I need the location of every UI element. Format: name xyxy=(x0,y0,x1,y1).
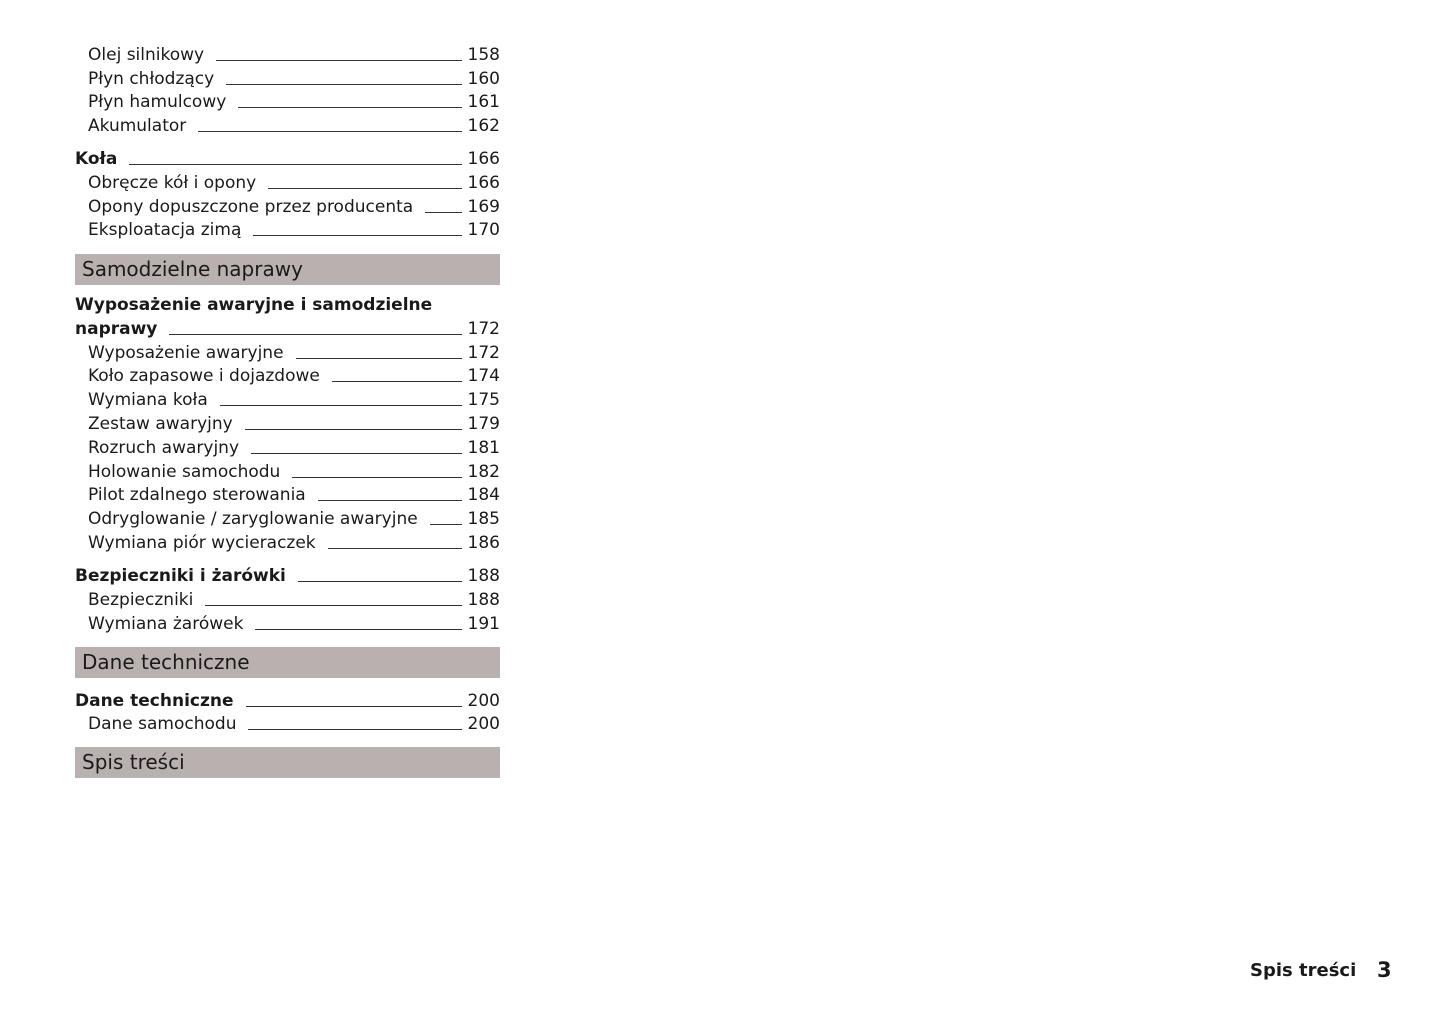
toc-entry: Pilot zdalnego sterowania 184 xyxy=(88,481,500,505)
section-header: Dane techniczne xyxy=(75,647,500,678)
leader-line xyxy=(331,381,462,382)
toc-chapter: Dane techniczne 200 xyxy=(75,687,500,711)
leader-line xyxy=(248,729,462,730)
leader-line xyxy=(268,188,462,189)
toc-entry-page: 182 xyxy=(467,462,500,482)
toc-entry-page: 181 xyxy=(467,438,500,458)
toc-entry-title: naprawy xyxy=(75,319,158,339)
toc-entry-title: Zestaw awaryjny xyxy=(88,414,233,434)
leader-line xyxy=(216,60,462,61)
toc-entry-title: Koło zapasowe i dojazdowe xyxy=(88,366,320,386)
toc-entry: Akumulator 162 xyxy=(88,112,500,136)
toc-entry-title: Akumulator xyxy=(88,116,187,136)
toc-entry-page: 170 xyxy=(467,220,500,240)
toc-entry-title: Odryglowanie / zaryglowanie awaryjne xyxy=(88,509,418,529)
toc-entry-page: 184 xyxy=(467,485,500,505)
leader-line xyxy=(429,524,462,525)
toc-entry-title: Koła xyxy=(75,149,118,169)
page-number: 3 xyxy=(1377,958,1392,982)
leader-line xyxy=(327,548,462,549)
toc-entry-title: Wymiana koła xyxy=(88,390,208,410)
toc-entry-page: 160 xyxy=(467,69,500,89)
toc-entry: Olej silnikowy 158 xyxy=(88,41,500,65)
toc-chapter: Koła 166 xyxy=(75,145,500,169)
toc-entry-page: 188 xyxy=(467,590,500,610)
toc-entry-page: 200 xyxy=(467,714,500,734)
toc-entry-title: Wymiana żarówek xyxy=(88,614,244,634)
toc-entry: Opony dopuszczone przez producenta 169 xyxy=(88,193,500,217)
toc-entry: Obręcze kół i opony 166 xyxy=(88,169,500,193)
toc-entry-title: Eksploatacja zimą xyxy=(88,220,242,240)
toc-chapter: naprawy 172 xyxy=(75,315,500,339)
toc-entry-title: Opony dopuszczone przez producenta xyxy=(88,197,414,217)
toc-entry: Płyn chłodzący 160 xyxy=(88,65,500,89)
toc-entry-title: Bezpieczniki xyxy=(88,590,194,610)
toc-entry: Wyposażenie awaryjne 172 xyxy=(88,339,500,363)
leader-line xyxy=(317,500,462,501)
toc-entry-title: Dane techniczne xyxy=(75,691,234,711)
toc-entry-page: 175 xyxy=(467,390,500,410)
section-header: Samodzielne naprawy xyxy=(75,254,500,285)
toc-entry-title: Bezpieczniki i żarówki xyxy=(75,566,286,586)
toc-entry-title: Wymiana piór wycieraczek xyxy=(88,533,316,553)
toc-entry-page: 172 xyxy=(467,319,500,339)
leader-line xyxy=(244,429,462,430)
toc-entry-page: 166 xyxy=(467,149,500,169)
leader-line xyxy=(251,453,462,454)
toc-entry-page: 166 xyxy=(467,173,500,193)
toc-entry-title: Olej silnikowy xyxy=(88,45,205,65)
leader-line xyxy=(425,212,462,213)
leader-line xyxy=(297,581,462,582)
leader-line xyxy=(255,629,462,630)
toc-entry-title: Płyn hamulcowy xyxy=(88,92,227,112)
leader-line xyxy=(198,131,462,132)
toc-entry: Rozruch awaryjny 181 xyxy=(88,434,500,458)
toc-entry-page: 158 xyxy=(467,45,500,65)
toc-entry-page: 185 xyxy=(467,509,500,529)
toc-entry-page: 179 xyxy=(467,414,500,434)
toc-entry: Wymiana koła 175 xyxy=(88,386,500,410)
toc-entry-page: 174 xyxy=(467,366,500,386)
toc-entry-page: 188 xyxy=(467,566,500,586)
leader-line xyxy=(219,405,462,406)
leader-line xyxy=(253,235,462,236)
toc-entry-title: Dane samochodu xyxy=(88,714,237,734)
toc-entry: Koło zapasowe i dojazdowe 174 xyxy=(88,362,500,386)
toc-entry: Dane samochodu 200 xyxy=(88,710,500,734)
leader-line xyxy=(129,164,462,165)
leader-line xyxy=(226,84,462,85)
toc-entry: Holowanie samochodu 182 xyxy=(88,458,500,482)
toc-entry-page: 191 xyxy=(467,614,500,634)
section-header: Spis treści xyxy=(75,747,500,778)
toc-entry: Odryglowanie / zaryglowanie awaryjne 185 xyxy=(88,505,500,529)
toc-entry-title: Wyposażenie awaryjne xyxy=(88,343,284,363)
toc-chapter-title-line1: Wyposażenie awaryjne i samodzielne xyxy=(75,295,433,315)
toc-entry: Wymiana żarówek 191 xyxy=(88,610,500,634)
toc-chapter: Bezpieczniki i żarówki 188 xyxy=(75,562,500,586)
toc-entry-title: Płyn chłodzący xyxy=(88,69,215,89)
toc-entry-page: 161 xyxy=(467,92,500,112)
toc-entry: Bezpieczniki 188 xyxy=(88,586,500,610)
footer-section-title: Spis treści xyxy=(1250,960,1357,981)
toc-entry-page: 200 xyxy=(467,691,500,711)
leader-line xyxy=(295,358,462,359)
toc-entry-page: 169 xyxy=(467,197,500,217)
leader-line xyxy=(238,107,462,108)
toc-entry-title: Rozruch awaryjny xyxy=(88,438,240,458)
leader-line xyxy=(205,605,462,606)
toc-entry-page: 172 xyxy=(467,343,500,363)
toc-entry-page: 186 xyxy=(467,533,500,553)
toc-entry: Zestaw awaryjny 179 xyxy=(88,410,500,434)
toc-entry-title: Obręcze kół i opony xyxy=(88,173,257,193)
leader-line xyxy=(169,334,462,335)
toc-entry: Wymiana piór wycieraczek 186 xyxy=(88,529,500,553)
toc-entry-title: Pilot zdalnego sterowania xyxy=(88,485,306,505)
toc-entry: Eksploatacja zimą 170 xyxy=(88,216,500,240)
toc-entry: Płyn hamulcowy 161 xyxy=(88,88,500,112)
toc-entry-page: 162 xyxy=(467,116,500,136)
leader-line xyxy=(292,477,462,478)
leader-line xyxy=(245,706,462,707)
toc-entry-title: Holowanie samochodu xyxy=(88,462,281,482)
